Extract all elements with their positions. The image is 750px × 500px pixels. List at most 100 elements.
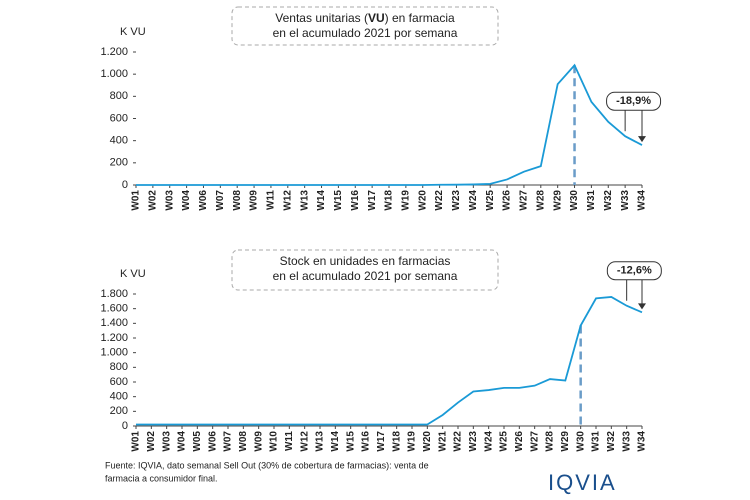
y-tick-label: 200 (110, 405, 128, 417)
title-run: ) en farmacia (385, 11, 455, 25)
line-series (136, 296, 643, 426)
x-tick-label: W01 (131, 190, 142, 211)
x-tick-label: W29 (560, 431, 571, 452)
x-tick-label: W23 (451, 190, 462, 211)
annotation: -18,9% (616, 95, 651, 107)
x-tick-label: W20 (417, 190, 428, 211)
y-tick-label: 600 (110, 376, 128, 388)
x-tick-label: W34 (637, 431, 648, 452)
x-tick-label: W23 (468, 431, 479, 452)
y-tick-label: 1.200 (100, 46, 128, 58)
x-tick-label: W32 (606, 431, 617, 452)
y-tick-label: 1.600 (100, 303, 128, 315)
x-tick-label: W13 (315, 431, 326, 452)
y-tick-label: 800 (110, 361, 128, 373)
y-tick-label: 0 (122, 179, 128, 191)
x-tick-label: W22 (434, 190, 445, 211)
x-tick-label: W24 (468, 190, 479, 211)
x-tick-label: W27 (519, 190, 530, 211)
annotation: -12,6% (617, 265, 652, 277)
x-tick-label: W02 (146, 431, 157, 452)
y-tick-label: 800 (110, 90, 128, 102)
x-tick-label: W16 (350, 190, 361, 211)
source-note: Fuente: IQVIA, dato semanal Sell Out (30… (105, 460, 429, 470)
x-tick-label: W31 (591, 431, 602, 452)
y-unit: K VU (120, 26, 146, 38)
x-tick-label: W04 (181, 190, 192, 211)
x-tick-label: W26 (502, 190, 513, 211)
x-tick-label: W11 (284, 431, 295, 451)
x-tick-label: W12 (299, 431, 310, 452)
chart-title: en el acumulado 2021 por semana (273, 26, 458, 40)
title-run: Ventas unitarias ( (275, 11, 368, 25)
y-tick-label: 600 (110, 112, 128, 124)
x-tick-label: W02 (148, 190, 159, 211)
x-tick-label: W30 (575, 431, 586, 452)
x-tick-label: W08 (232, 190, 243, 211)
x-tick-label: W18 (384, 190, 395, 211)
title-run: en el acumulado 2021 por semana (273, 269, 458, 283)
y-tick-label: 1.800 (100, 288, 128, 300)
x-tick-label: W19 (407, 431, 418, 452)
x-tick-label: W20 (422, 431, 433, 452)
x-tick-label: W25 (485, 190, 496, 211)
x-tick-label: W09 (249, 190, 260, 211)
x-tick-label: W25 (499, 431, 510, 452)
y-tick-label: 1.200 (100, 332, 128, 344)
x-tick-label: W13 (299, 190, 310, 211)
x-tick-label: W04 (177, 431, 188, 452)
x-tick-label: W17 (367, 190, 378, 211)
chart-title: Stock en unidades en farmacias (280, 254, 451, 268)
x-tick-label: W24 (483, 431, 494, 452)
chart-title: en el acumulado 2021 por semana (273, 269, 458, 283)
x-tick-label: W05 (192, 431, 203, 452)
y-unit: K VU (120, 268, 146, 280)
x-tick-label: W09 (253, 431, 264, 452)
title-box (231, 249, 499, 291)
x-tick-label: W14 (316, 190, 327, 211)
x-tick-label: W33 (621, 431, 632, 452)
x-tick-label: W12 (282, 190, 293, 211)
x-tick-label: W30 (569, 190, 580, 211)
x-tick-label: W07 (223, 431, 234, 452)
x-tick-label: W22 (453, 431, 464, 452)
x-tick-label: W03 (164, 190, 175, 211)
title-run: Stock en unidades en farmacias (280, 254, 451, 268)
title-run: en el acumulado 2021 por semana (273, 26, 458, 40)
chart-title: Ventas unitarias (VU) en farmacia (275, 11, 455, 25)
x-tick-label: W03 (161, 431, 172, 452)
arrow-head (638, 303, 646, 310)
x-tick-label: W28 (535, 190, 546, 211)
source-note: farmacia a consumidor final. (105, 473, 218, 483)
x-tick-label: W14 (330, 431, 341, 452)
x-tick-label: W33 (620, 190, 631, 211)
x-tick-label: W15 (345, 431, 356, 452)
x-tick-label: W06 (207, 431, 218, 452)
y-tick-label: 400 (110, 135, 128, 147)
x-tick-label: W29 (552, 190, 563, 211)
x-tick-label: W11 (266, 190, 277, 210)
x-tick-label: W17 (376, 431, 387, 452)
y-tick-label: 1.400 (100, 317, 128, 329)
title-box (231, 6, 499, 46)
x-tick-label: W16 (361, 431, 372, 452)
y-tick-label: 1.000 (100, 347, 128, 359)
x-tick-label: W32 (603, 190, 614, 211)
x-tick-label: W34 (637, 190, 648, 211)
y-tick-label: 0 (122, 420, 128, 432)
x-tick-label: W21 (437, 431, 448, 452)
x-tick-label: W01 (131, 431, 142, 452)
x-tick-label: W27 (529, 431, 540, 452)
arrow-head (638, 136, 646, 143)
x-tick-label: W08 (238, 431, 249, 452)
x-tick-label: W19 (401, 190, 412, 211)
line-series (136, 63, 643, 186)
y-tick-label: 400 (110, 391, 128, 403)
y-tick-label: 1.000 (100, 68, 128, 80)
x-tick-label: W31 (586, 190, 597, 211)
x-tick-label: W15 (333, 190, 344, 211)
x-tick-label: W10 (269, 431, 280, 452)
title-run: VU (368, 11, 385, 25)
x-tick-label: W26 (514, 431, 525, 452)
